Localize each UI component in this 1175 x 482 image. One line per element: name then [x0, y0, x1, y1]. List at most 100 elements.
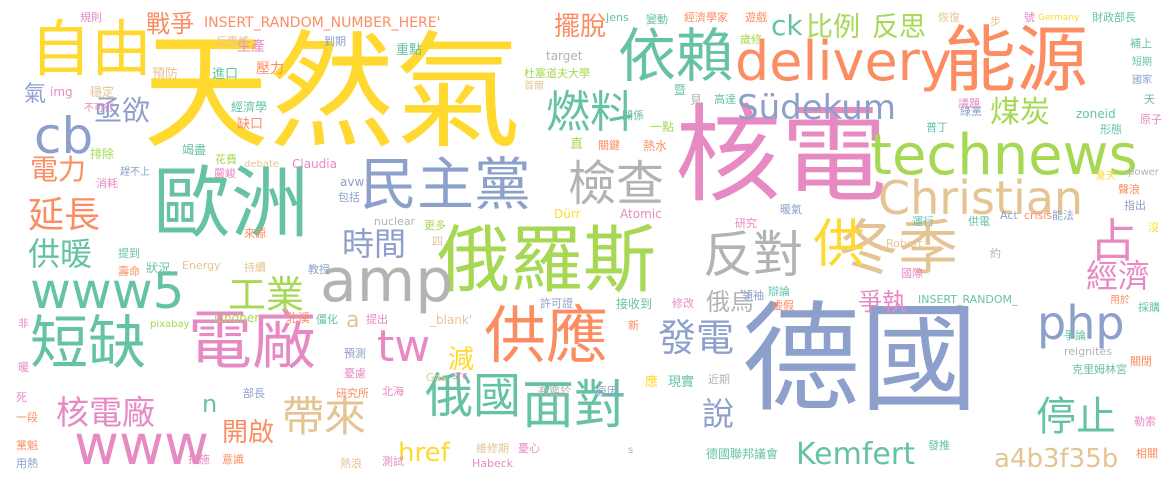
word-shijian: 時間: [342, 225, 407, 263]
word-eguo: 俄國: [425, 368, 522, 424]
word-ck: ck: [771, 9, 803, 42]
word-fatui: 發推: [928, 439, 950, 452]
word-fandui: 反對: [703, 226, 803, 284]
word-power: power: [1128, 167, 1159, 178]
word-guoji: 國際: [901, 267, 923, 280]
word-baokuo: 包括: [338, 191, 360, 204]
word-zhuangkuang: 狀況: [146, 261, 171, 275]
word-yiduan: 一段: [16, 411, 38, 424]
word-gongnuan: 供暖: [28, 235, 93, 273]
word-delivery: delivery: [735, 30, 952, 93]
word-xiatian: 夏天: [1096, 171, 1116, 182]
word-debate: debate: [244, 159, 280, 170]
word-deguo: 德國: [742, 290, 979, 428]
word-bili: 比例: [806, 12, 860, 43]
word-hedian: 核電: [675, 94, 887, 217]
word-tw: tw: [377, 321, 431, 372]
word-www5: www5: [30, 262, 185, 320]
word-php: php: [1037, 296, 1125, 350]
word-fei: 非: [18, 317, 29, 330]
word-ji: 暨: [674, 83, 687, 97]
word-jingji: 經濟: [1086, 257, 1151, 295]
word-eluosi: 俄羅斯: [437, 218, 656, 303]
word-yishi: 意識: [222, 453, 244, 466]
word-kemfert: Kemfert: [796, 437, 915, 472]
word-youxi: 遊戲: [745, 11, 767, 24]
word-cuoshi: 措施: [188, 453, 210, 466]
word-s: s: [628, 445, 634, 456]
word-puding: 普丁: [926, 121, 948, 134]
word-youlv: 憂慮: [344, 367, 366, 380]
word-suixiu: 歲修: [740, 33, 762, 46]
word-yiti: 議題: [958, 97, 980, 110]
word-guanxi: 關係: [622, 109, 644, 122]
word-wending: 穩定: [90, 85, 115, 99]
word-src: src: [452, 369, 469, 382]
word-kelimulin: 克里姆林宮: [1072, 363, 1127, 376]
word-dongji: 冬季: [838, 214, 958, 284]
word-href: href: [398, 438, 450, 468]
word-hedianchang: 核電廠: [56, 393, 155, 432]
word-insert-random: INSERT_RANDOM_: [918, 293, 1018, 306]
word-reshui: 熱水: [643, 139, 668, 153]
word-xianshi: 現實: [668, 375, 695, 390]
word-jiancha: 檢查: [568, 156, 665, 212]
word-blank: _blank': [430, 313, 473, 327]
word-jens: Jens: [606, 11, 629, 24]
word-gongying: 供應: [484, 299, 609, 372]
word-jingjixue: 經濟學: [231, 100, 268, 114]
word-huafei: 花費: [215, 153, 237, 166]
word-bianlun: 辯論: [768, 285, 790, 298]
word-gong: 供: [813, 215, 866, 275]
word-mei: 沒: [1148, 221, 1159, 234]
word-xiangguan: 相關: [1136, 447, 1158, 460]
word-tingzhi: 停止: [1036, 394, 1116, 440]
word-daoqi: 到期: [324, 35, 346, 48]
word-habeck: Habeck: [472, 457, 514, 470]
word-ceshi: 測試: [382, 455, 404, 468]
word-zhengzhi: 爭執: [858, 288, 906, 316]
word-claudia: Claudia: [292, 157, 337, 171]
word-yufang: 預防: [152, 67, 179, 82]
word-gongye: 工業: [228, 273, 305, 317]
word-technews: technews: [870, 123, 1138, 188]
word-kaiqi: 開啟: [222, 418, 275, 448]
word-nengyuan: 能源: [944, 18, 1089, 102]
word-yongyu: 用於: [1110, 295, 1130, 306]
word-a: a: [346, 308, 360, 333]
word-zhi: 直: [570, 137, 584, 152]
word-nuanqi: 暖氣: [780, 203, 802, 216]
word-chixu: 持續: [244, 261, 266, 274]
word-yuce: 預測: [344, 347, 366, 360]
word-gaoda: 高達: [714, 93, 736, 106]
word-hao: 號: [1024, 11, 1035, 24]
word-jinqi: 近期: [708, 373, 730, 386]
word-beixi: 北溪: [286, 311, 311, 325]
word-gongdian: 供電: [968, 215, 990, 228]
word-zhanzheng: 戰爭: [146, 10, 194, 38]
word-yidian: 一點: [650, 120, 675, 134]
word-shouer: 首爾: [524, 81, 544, 92]
word-paichu: 排除: [90, 147, 115, 161]
word-yue: 約: [990, 247, 1001, 260]
word-ying: 應: [645, 375, 659, 390]
word-fansi: 反思: [872, 12, 926, 43]
word-zoneid: zoneid: [1076, 107, 1116, 121]
word-jian: 減: [448, 345, 475, 375]
word-atomic: Atomic: [620, 207, 662, 221]
word-lesuo: 勒索: [1134, 415, 1156, 428]
word-buzhang: 部長: [243, 387, 265, 400]
word-jiyu: 亟欲: [94, 94, 151, 127]
word-dangkui: 黨魁: [16, 439, 38, 452]
word-beihai: 北海: [382, 385, 404, 398]
word-huifu: 恢復: [938, 11, 960, 24]
word-yanjiu: 研究: [735, 217, 757, 230]
word-gas: Gas: [426, 371, 447, 384]
word-shouming: 壽命: [118, 265, 140, 278]
word-amp: amp: [320, 246, 454, 316]
word-youxin: 憂心: [518, 442, 540, 455]
word-dailai: 帶來: [282, 392, 367, 441]
word-shuo: 說: [702, 395, 735, 433]
word-robert: Robert: [886, 237, 923, 250]
word-ewu: 俄烏: [706, 288, 754, 316]
